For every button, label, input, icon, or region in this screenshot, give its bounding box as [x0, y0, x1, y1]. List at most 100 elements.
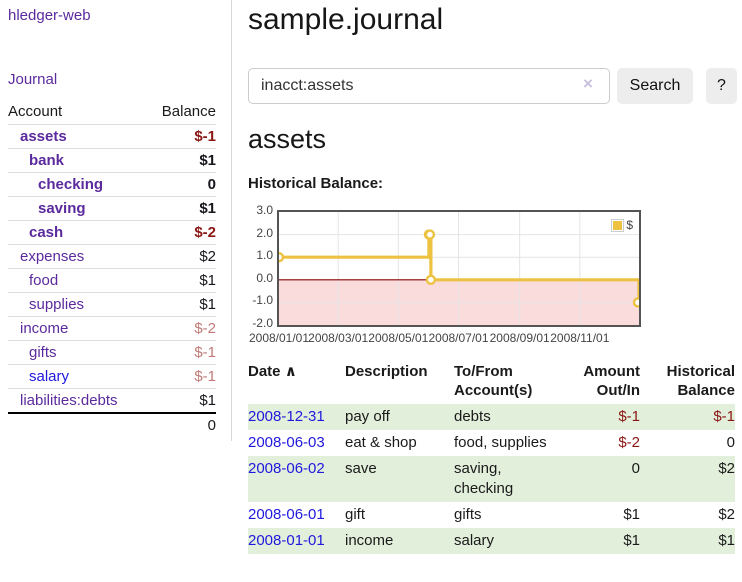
y-axis-tick: -2.0	[252, 316, 273, 330]
transaction-balance: $1	[718, 532, 735, 549]
transaction-date-link[interactable]: 2008-06-03	[248, 434, 325, 451]
y-axis-tick: 2.0	[256, 225, 273, 240]
transaction-amount: $1	[623, 506, 640, 523]
x-axis-tick: 2008/09/01	[489, 331, 550, 345]
transaction-row: 2008-06-03 eat & shop food, supplies $-2 0	[248, 430, 735, 456]
account-row: expenses $2	[8, 244, 216, 269]
sidebar: hledger-web Journal Account Balance asse…	[0, 0, 231, 441]
account-link-salary[interactable]: salary	[29, 368, 70, 385]
account-row: liabilities:debts $1	[8, 388, 216, 413]
transaction-amount: $1	[623, 532, 640, 549]
register-col-amount: Amount Out/In	[583, 363, 640, 399]
transaction-balance: 0	[726, 434, 735, 451]
account-row: assets $-1	[8, 124, 216, 149]
x-axis-tick: 2008/01/01	[248, 331, 310, 345]
chart-legend: $	[610, 217, 634, 233]
transaction-row: 2008-06-01 gift gifts $1 $2	[248, 502, 735, 528]
clear-search-icon[interactable]: ×	[583, 74, 593, 93]
legend-label: $	[626, 218, 633, 232]
account-link-food[interactable]: food	[29, 272, 59, 289]
account-link-supplies[interactable]: supplies	[29, 296, 85, 313]
account-balance: $1	[147, 196, 216, 221]
search-button[interactable]: Search	[617, 68, 693, 104]
accounts-total-value: 0	[147, 412, 216, 437]
sort-ascending-icon: ∧	[284, 363, 297, 380]
account-balance: $-1	[147, 364, 216, 389]
transaction-date-link[interactable]: 2008-12-31	[248, 408, 325, 425]
register-col-description: Description	[345, 363, 428, 380]
page-title: sample.journal	[248, 3, 444, 36]
transaction-row: 2008-06-02 save saving, checking 0 $2	[248, 456, 735, 502]
account-link-gifts[interactable]: gifts	[29, 344, 57, 361]
account-row: cash $-2	[8, 220, 216, 245]
transaction-row: 2008-12-31 pay off debts $-1 $-1	[248, 404, 735, 430]
account-balance: 0	[147, 172, 216, 197]
account-balance: $1	[147, 268, 216, 293]
account-row: supplies $1	[8, 292, 216, 317]
transaction-balance: $2	[718, 460, 735, 477]
help-button[interactable]: ?	[706, 68, 737, 104]
account-link-saving[interactable]: saving	[38, 200, 86, 217]
accounts-col-balance: Balance	[161, 103, 216, 120]
account-heading: assets	[248, 124, 327, 154]
transaction-balance: $-1	[713, 408, 735, 425]
transaction-accounts: debts	[454, 408, 491, 425]
account-link-checking[interactable]: checking	[38, 176, 104, 193]
account-row: bank $1	[8, 148, 216, 173]
register-col-accounts: To/From Account(s)	[454, 363, 533, 399]
search-input[interactable]	[248, 68, 610, 104]
register-table: Date ∧ Description To/From Account(s) Amo…	[248, 362, 735, 554]
accounts-table: Account Balance assets $-1 bank $1 checking 0…	[8, 100, 216, 437]
transaction-accounts: food, supplies	[454, 434, 547, 451]
brand-link[interactable]: hledger-web	[8, 7, 91, 24]
account-link-assets[interactable]: assets	[20, 128, 67, 145]
account-balance: $1	[147, 148, 216, 173]
y-axis-tick: 3.0	[256, 203, 273, 217]
chart-canvas	[279, 212, 639, 325]
account-row: salary $-1	[8, 364, 216, 389]
y-axis-tick: 1.0	[256, 248, 273, 263]
y-axis-tick: 0.0	[256, 270, 273, 285]
transaction-amount: $-1	[618, 408, 640, 425]
x-axis-tick: 2008/11/01	[550, 331, 610, 345]
accounts-total-row: 0	[8, 412, 216, 437]
transaction-description: income	[345, 532, 394, 549]
account-row: saving $1	[8, 196, 216, 221]
y-axis-tick: -1.0	[252, 293, 273, 308]
transaction-accounts: gifts	[454, 506, 482, 523]
account-link-cash[interactable]: cash	[29, 224, 64, 241]
historical-balance-chart: $ 3.0 2.0 1.0 0.0 -1.0 -2.0 2008/01/01 2008/03/…	[248, 203, 718, 353]
transaction-balance: $2	[718, 506, 735, 523]
account-balance: $2	[147, 244, 216, 269]
transaction-date-link[interactable]: 2008-06-02	[248, 460, 325, 477]
transaction-accounts: salary	[454, 532, 495, 549]
transaction-date-link[interactable]: 2008-06-01	[248, 506, 325, 523]
account-balance: $-2	[147, 316, 216, 341]
transaction-row: 2008-01-01 income salary $1 $1	[248, 528, 735, 554]
account-link-expenses[interactable]: expenses	[20, 248, 85, 265]
transaction-date-link[interactable]: 2008-01-01	[248, 532, 325, 549]
chart-plot-area: $	[277, 210, 641, 327]
transaction-description: gift	[345, 506, 366, 523]
accounts-col-account: Account	[8, 103, 63, 120]
x-axis-tick: 2008/07/01	[428, 331, 489, 345]
sidebar-item-journal[interactable]: Journal	[8, 71, 58, 88]
x-axis-tick: 2008/05/01	[368, 331, 429, 345]
account-balance: $1	[147, 388, 216, 413]
transaction-description: save	[345, 460, 377, 477]
x-axis-tick: 2008/03/01	[308, 331, 369, 345]
account-link-liabilities-debts[interactable]: liabilities:debts	[20, 392, 118, 409]
register-col-balance: Historical Balance	[666, 363, 735, 399]
register-col-date[interactable]: Date ∧	[248, 363, 297, 380]
transaction-description: eat & shop	[345, 434, 417, 451]
sidebar-divider	[231, 0, 232, 441]
account-row: gifts $-1	[8, 340, 216, 365]
account-row: checking 0	[8, 172, 216, 197]
transaction-amount: 0	[631, 460, 640, 477]
account-balance: $-2	[147, 220, 216, 245]
account-link-income[interactable]: income	[20, 320, 69, 337]
chart-title: Historical Balance:	[248, 175, 384, 192]
account-link-bank[interactable]: bank	[29, 152, 65, 169]
account-balance: $1	[147, 292, 216, 317]
account-balance: $-1	[147, 340, 216, 365]
